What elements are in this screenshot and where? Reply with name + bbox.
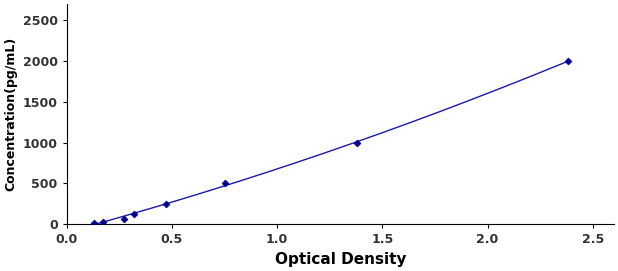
X-axis label: Optical Density: Optical Density [274, 252, 406, 267]
Y-axis label: Concentration(pg/mL): Concentration(pg/mL) [4, 37, 17, 191]
